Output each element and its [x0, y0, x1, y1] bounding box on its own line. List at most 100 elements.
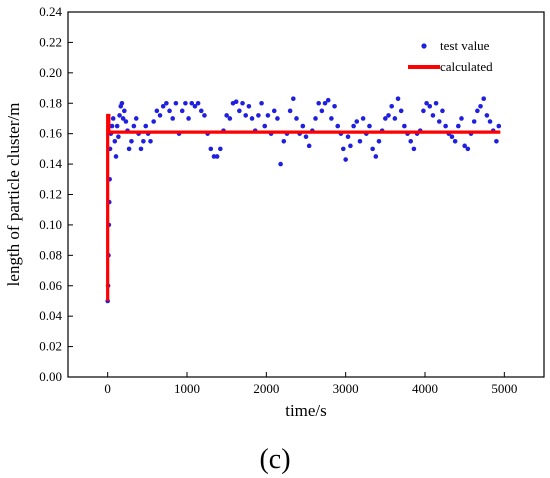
- data-point: [449, 134, 455, 140]
- data-point: [275, 116, 280, 121]
- data-point: [389, 103, 394, 109]
- data-point: [214, 154, 220, 159]
- data-point: [109, 123, 115, 129]
- data-point: [192, 103, 198, 109]
- data-point: [224, 113, 229, 118]
- data-point: [357, 138, 363, 144]
- data-point: [332, 103, 337, 109]
- data-point: [262, 123, 268, 129]
- data-point: [157, 113, 163, 118]
- data-point: [119, 100, 125, 106]
- data-point: [313, 116, 318, 121]
- data-point: [343, 157, 348, 162]
- x-tick-label: 0: [104, 381, 111, 396]
- y-tick-label: 0.20: [39, 65, 62, 80]
- data-point: [465, 146, 471, 152]
- data-point: [478, 103, 483, 109]
- data-point: [133, 116, 139, 121]
- data-point: [436, 119, 442, 124]
- data-point: [351, 123, 356, 129]
- data-point: [110, 116, 116, 121]
- y-tick-label: 0.18: [39, 95, 62, 110]
- data-point: [259, 100, 264, 106]
- data-point: [198, 108, 204, 114]
- data-point: [484, 113, 490, 118]
- data-point: [208, 146, 214, 152]
- data-point: [202, 113, 207, 118]
- data-point: [291, 96, 296, 101]
- data-point: [300, 123, 306, 129]
- y-tick-label: 0.14: [39, 156, 62, 171]
- data-point: [496, 123, 502, 129]
- data-point: [240, 100, 245, 106]
- data-point: [237, 108, 242, 114]
- data-point: [443, 123, 448, 129]
- data-point: [471, 119, 477, 124]
- data-point: [487, 119, 493, 124]
- legend-label-calculated: calculated: [440, 59, 493, 74]
- x-axis-label: time/s: [285, 401, 327, 420]
- data-point: [392, 116, 398, 121]
- x-tick-label: 1000: [174, 381, 200, 396]
- data-point: [452, 138, 458, 144]
- panel-label: (c): [259, 444, 290, 475]
- data-point: [325, 97, 331, 103]
- data-point: [402, 123, 407, 129]
- data-point: [151, 119, 156, 124]
- data-point: [456, 123, 461, 129]
- data-point: [376, 138, 382, 144]
- data-point: [189, 100, 195, 106]
- data-point: [141, 138, 146, 144]
- data-point: [367, 123, 372, 129]
- data-point: [354, 119, 360, 124]
- data-point: [167, 108, 172, 114]
- data-point: [294, 116, 299, 121]
- data-point: [440, 108, 445, 114]
- x-tick-label: 4000: [412, 381, 438, 396]
- x-tick-label: 3000: [333, 381, 359, 396]
- data-point: [246, 103, 252, 109]
- data-point: [179, 108, 185, 114]
- data-point: [233, 99, 239, 105]
- data-point: [306, 143, 312, 149]
- data-point: [329, 116, 334, 121]
- data-point: [195, 100, 201, 106]
- y-tick-label: 0.24: [39, 4, 62, 19]
- data-point: [395, 96, 401, 101]
- data-point: [120, 116, 126, 121]
- data-point: [265, 113, 271, 118]
- y-axis-label: length of particle cluster/m: [4, 103, 23, 287]
- data-point: [271, 108, 277, 114]
- data-point: [249, 116, 255, 121]
- y-tick-label: 0.10: [39, 217, 62, 232]
- data-point: [316, 100, 321, 106]
- data-point: [281, 138, 287, 144]
- data-point: [335, 123, 341, 129]
- data-point: [183, 100, 188, 106]
- data-point: [160, 103, 166, 109]
- data-point: [218, 146, 223, 152]
- y-tick-label: 0.06: [39, 278, 62, 293]
- data-point: [427, 103, 433, 109]
- data-point: [430, 113, 436, 118]
- data-point: [408, 138, 414, 144]
- data-point: [131, 123, 137, 129]
- legend-label-test-value: test value: [440, 38, 490, 53]
- data-point: [122, 108, 127, 114]
- data-point: [154, 108, 160, 114]
- legend-marker-test-value: [421, 43, 427, 49]
- data-point: [424, 100, 429, 106]
- data-point: [340, 146, 346, 152]
- data-point: [112, 138, 118, 144]
- data-point: [113, 154, 119, 159]
- data-point: [319, 108, 325, 114]
- data-point: [398, 108, 404, 114]
- data-point: [278, 161, 283, 167]
- axes: 0 1000 2000 3000 4000 5000 0.00 0.02 0.04 0.06 0.0…: [39, 4, 545, 396]
- data-point: [494, 138, 499, 144]
- data-point: [211, 154, 217, 159]
- legend: test value calculated: [408, 38, 493, 74]
- data-point: [303, 134, 309, 140]
- data-point: [386, 113, 391, 118]
